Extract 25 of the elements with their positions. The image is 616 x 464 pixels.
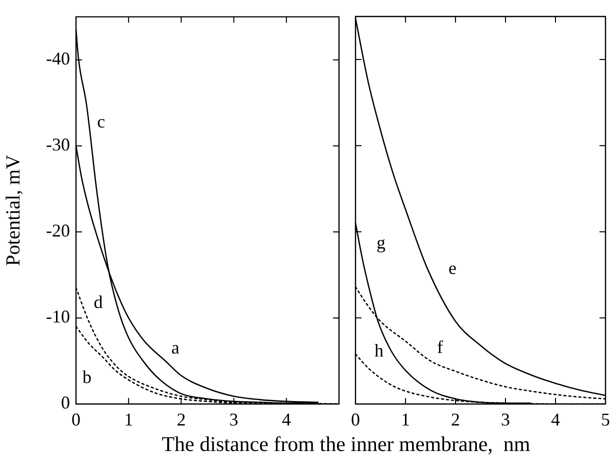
y-tick-label: -10 [46,306,70,327]
x-tick-label: 4 [551,410,560,430]
series-label: c [97,111,106,132]
x-tick-label: 5 [601,410,610,430]
x-axis-title: The distance from the inner membrane, nm [160,432,532,457]
series-label: f [437,337,443,358]
x-tick-label: 2 [451,410,460,430]
x-tick-label: 1 [401,410,410,430]
series-label: h [374,340,384,361]
series-label: d [94,292,103,312]
y-axis-title: Potential, mV [2,154,24,266]
x-tick-label: 4 [282,410,291,430]
y-tick-label: -30 [46,134,70,155]
series-label: b [82,367,92,388]
y-tick-label: 0 [61,392,70,413]
y-tick-label: -40 [46,48,70,69]
x-tick-label: 3 [229,410,238,430]
x-tick-label: 2 [176,410,186,430]
y-tick-label: -20 [46,220,70,241]
series-label: g [376,232,386,253]
x-tick-label: 1 [124,410,134,430]
series-label: a [171,338,180,358]
series-label: e [448,258,456,278]
x-tick-label: 0 [351,410,360,430]
x-tick-label: 3 [501,410,510,430]
